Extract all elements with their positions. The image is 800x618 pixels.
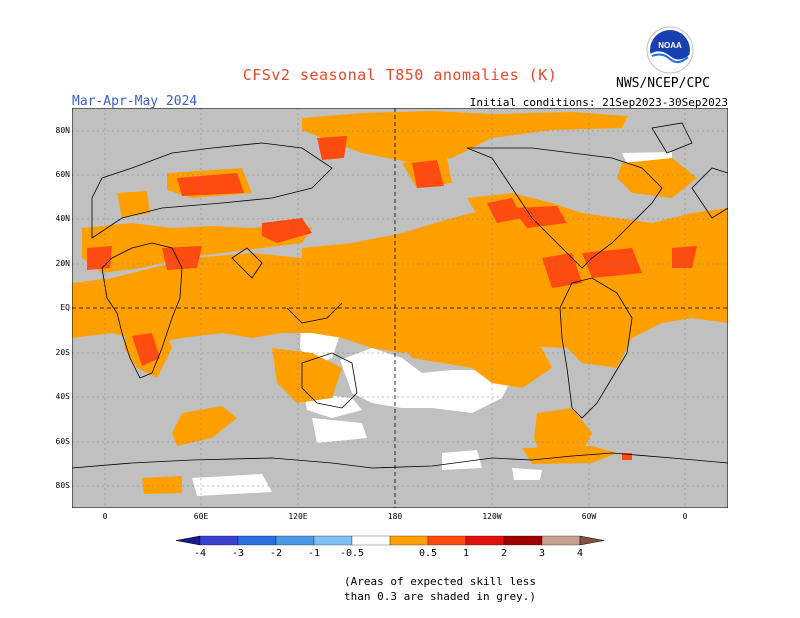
legend-label: 0.5 (419, 548, 437, 559)
legend-swatch (237, 535, 277, 546)
anomaly-map (72, 108, 728, 508)
legend-max-arrow (579, 535, 605, 546)
map-title: CFSv2 seasonal T850 anomalies (K) (242, 66, 558, 84)
lon-label: 120W (482, 512, 502, 521)
legend-swatch (465, 535, 505, 546)
lat-label: 80N (55, 126, 70, 135)
color-legend: -4 -3 -2 -1 -0.5 0.5 1 2 3 4 (175, 535, 605, 559)
legend-swatch (503, 535, 543, 546)
legend-label: 4 (577, 548, 583, 559)
coastlines (72, 122, 728, 469)
legend-swatch (389, 535, 429, 546)
lat-label: EQ (60, 303, 70, 312)
legend-label: 2 (501, 548, 507, 559)
lat-label: 60N (55, 170, 70, 179)
legend-label: -1 (308, 548, 320, 559)
lon-label: 180 (387, 512, 403, 521)
organization-label: NWS/NCEP/CPC (616, 76, 710, 91)
legend-label: 1 (463, 548, 469, 559)
initial-conditions: Initial conditions: 21Sep2023-30Sep2023 (469, 96, 728, 109)
lat-label: 20S (55, 348, 70, 357)
legend-swatch (275, 535, 315, 546)
legend-swatch (541, 535, 581, 546)
legend-min-arrow (175, 535, 201, 546)
lon-label: 0 (682, 512, 688, 521)
noaa-logo: NOAA (646, 26, 694, 74)
lon-label: 120E (288, 512, 308, 521)
lat-label: 80S (55, 481, 70, 490)
forecast-period: Mar-Apr-May 2024 (72, 94, 198, 109)
lat-label: 40S (55, 392, 70, 401)
lon-label: 60W (581, 512, 597, 521)
legend-swatch (351, 535, 391, 546)
lon-label: 60E (193, 512, 209, 521)
legend-label: -4 (194, 548, 206, 559)
legend-swatch (313, 535, 353, 546)
legend-label: -2 (270, 548, 282, 559)
lon-label: 0 (102, 512, 108, 521)
note-line-2: than 0.3 are shaded in grey.) (343, 590, 537, 603)
note-line-1: (Areas of expected skill less (343, 575, 537, 588)
legend-swatch (427, 535, 467, 546)
legend-label: 3 (539, 548, 545, 559)
lat-gridlines (72, 130, 728, 487)
lat-label: 40N (55, 214, 70, 223)
legend-label: -0.5 (340, 548, 364, 559)
skill-note: (Areas of expected skill less than 0.3 a… (300, 574, 580, 604)
legend-label: -3 (232, 548, 244, 559)
legend-swatch (199, 535, 239, 546)
lat-label: 20N (55, 259, 70, 268)
lat-label: 60S (55, 437, 70, 446)
logo-text: NOAA (658, 41, 682, 50)
